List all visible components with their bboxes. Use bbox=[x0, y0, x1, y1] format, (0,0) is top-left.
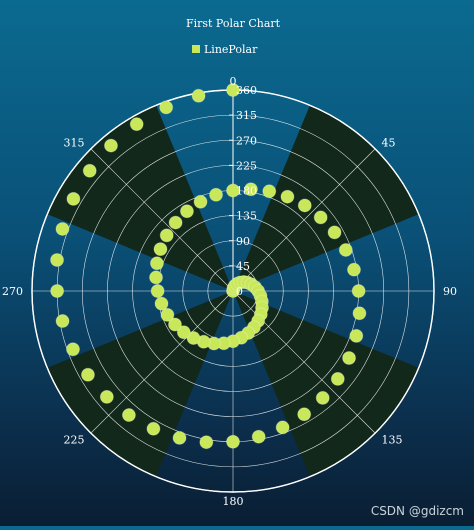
radial-tick-label: 45 bbox=[236, 260, 250, 273]
angle-tick-label: 135 bbox=[381, 433, 402, 446]
data-point bbox=[99, 389, 114, 404]
data-point bbox=[226, 83, 240, 97]
data-point bbox=[149, 270, 164, 285]
data-point bbox=[243, 182, 258, 197]
data-point bbox=[327, 225, 342, 240]
data-point bbox=[159, 228, 174, 243]
angle-grid-line bbox=[232, 148, 376, 292]
data-point bbox=[280, 189, 295, 204]
data-point bbox=[351, 284, 366, 298]
legend-label: LinePolar bbox=[204, 43, 258, 56]
angle-tick-label: 315 bbox=[64, 137, 85, 150]
data-point bbox=[172, 430, 187, 445]
data-point bbox=[168, 215, 183, 230]
data-point bbox=[209, 187, 224, 202]
data-point bbox=[150, 284, 165, 298]
data-point bbox=[338, 242, 353, 257]
data-point bbox=[159, 100, 174, 115]
data-point bbox=[65, 342, 80, 357]
data-point-layer bbox=[50, 83, 367, 450]
data-point bbox=[129, 117, 144, 132]
data-point bbox=[55, 221, 70, 236]
data-point bbox=[153, 242, 168, 257]
angle-grid-line bbox=[90, 148, 234, 292]
radial-tick-label: 360 bbox=[236, 84, 257, 97]
data-point bbox=[121, 408, 136, 423]
data-point bbox=[251, 429, 266, 444]
data-point bbox=[55, 314, 70, 329]
data-point bbox=[186, 331, 201, 346]
radial-tick-label: 270 bbox=[236, 134, 257, 147]
watermark-text: CSDN @gdizcm bbox=[370, 504, 464, 518]
angle-grid-line bbox=[90, 290, 234, 434]
legend-swatch bbox=[192, 45, 200, 53]
data-point bbox=[191, 88, 206, 103]
data-point bbox=[262, 184, 277, 199]
data-point bbox=[82, 163, 97, 178]
data-point bbox=[352, 306, 367, 321]
angle-tick-label: 225 bbox=[64, 433, 85, 446]
data-point bbox=[315, 390, 330, 405]
data-point bbox=[50, 284, 65, 298]
data-point bbox=[313, 210, 328, 225]
data-point bbox=[226, 434, 240, 449]
data-point bbox=[199, 435, 214, 450]
tick-label-layer: 0459013518022527031536004590135180225270… bbox=[2, 75, 457, 508]
radial-tick-label: 90 bbox=[236, 235, 250, 248]
data-point bbox=[330, 371, 345, 386]
data-point bbox=[349, 328, 364, 343]
data-point bbox=[50, 252, 65, 267]
data-point bbox=[80, 367, 95, 382]
radial-tick-label: 0 bbox=[236, 285, 243, 298]
data-point bbox=[176, 325, 191, 340]
data-point bbox=[297, 198, 312, 213]
data-point bbox=[179, 204, 194, 219]
radial-tick-label: 315 bbox=[236, 109, 257, 122]
radial-tick-label: 225 bbox=[236, 159, 257, 172]
data-point bbox=[167, 317, 182, 332]
data-point bbox=[160, 307, 175, 322]
angle-tick-label: 180 bbox=[223, 495, 244, 508]
data-point bbox=[193, 194, 208, 209]
angle-tick-label: 0 bbox=[230, 75, 237, 88]
radial-tick-label: 180 bbox=[236, 185, 257, 198]
angle-tick-label: 90 bbox=[443, 285, 457, 298]
chart-title: First Polar Chart bbox=[186, 17, 281, 30]
data-point bbox=[154, 296, 169, 311]
data-point bbox=[103, 138, 118, 153]
radial-tick-label: 135 bbox=[236, 210, 257, 223]
data-point bbox=[146, 421, 161, 436]
data-point bbox=[342, 351, 357, 365]
data-point bbox=[297, 407, 312, 422]
angle-tick-label: 45 bbox=[381, 137, 395, 150]
data-point bbox=[149, 256, 164, 271]
angle-tick-label: 270 bbox=[2, 285, 23, 298]
data-point bbox=[226, 183, 240, 198]
data-point bbox=[346, 262, 361, 277]
legend[interactable]: LinePolar bbox=[192, 43, 258, 56]
data-point bbox=[66, 191, 81, 206]
data-point bbox=[275, 420, 290, 435]
